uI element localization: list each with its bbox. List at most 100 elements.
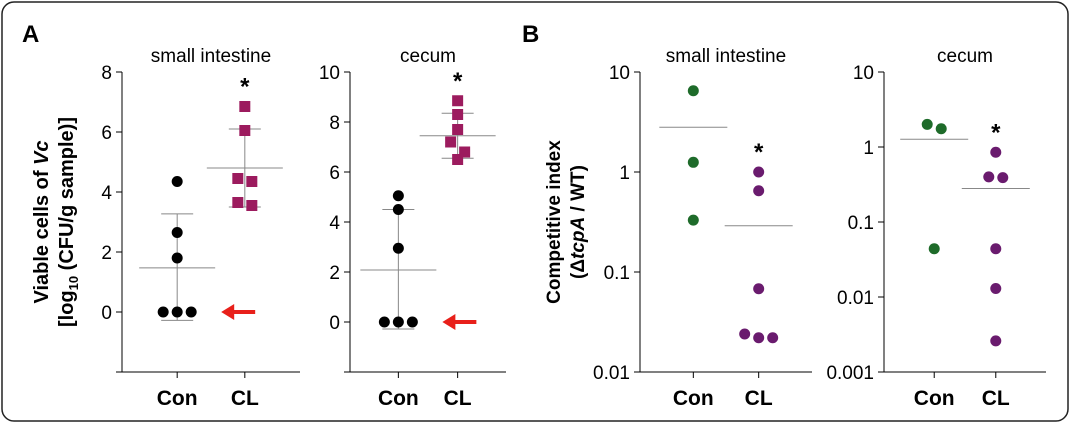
y-tick-label: 0 [101,303,112,324]
data-point [990,282,1002,294]
y-tick-label: 0.001 [826,363,874,384]
data-point [171,306,183,318]
data-point [171,252,183,264]
data-point [753,332,765,344]
panel-a-ylabel-line1: Viable cells of Vc [31,140,53,303]
data-point [239,101,251,112]
y-tick-label: 10 [853,63,874,84]
data-point [239,125,251,136]
data-point [767,332,779,344]
data-point [392,242,404,254]
data-point [921,118,933,130]
red-arrow-head [442,314,456,330]
chart-B1: small intestine 0.01 0.1 1 10 Con CL * [593,46,812,410]
data-point [983,171,995,183]
x-tick-label: CL [444,387,472,410]
data-point [452,124,464,135]
data-point [990,243,1002,255]
data-point [392,316,404,328]
chart-title: cecum [937,46,993,67]
ylabel-a2-sub: 10 [66,276,81,290]
data-point [445,136,457,148]
chart-title: small intestine [151,46,271,67]
data-point [459,146,471,158]
ylabel-a-prefix: Viable cells of [31,165,53,304]
y-tick-label: 1 [863,138,874,159]
data-point [935,123,947,135]
ylabel-a-italic: Vc [31,140,53,164]
x-tick-label: CL [231,387,259,410]
data-point [753,185,765,197]
chart-A2: cecum 0 2 4 6 8 10 Con CL * [319,46,506,410]
data-point [687,85,699,97]
data-point [990,146,1002,158]
y-tick-label: 2 [329,263,340,284]
panel-a-ylabel-line2: [log10 (CFU/g sample)] [56,117,81,327]
x-tick-label: Con [378,387,419,410]
data-point [452,109,464,120]
data-point [392,204,404,215]
data-point [232,173,244,184]
y-tick-label: 0.01 [593,363,630,384]
data-point [687,214,699,226]
ylabel-a2-suffix: (CFU/g sample)] [56,117,78,276]
significance-star: * [453,68,463,95]
chart-B2: cecum 0.001 0.01 0.1 1 10 Con CL * [826,46,1046,410]
y-tick-label: 8 [329,113,340,134]
data-point [171,227,183,238]
chart-A1: small intestine 0 2 4 6 8 Con CL * [101,46,300,410]
y-tick-label: 2 [101,243,112,264]
panel-b-ylabel: Competitive index (ΔtcpA / WT) [544,140,589,304]
data-point [378,316,390,328]
data-point [990,335,1002,347]
chart-title: cecum [400,46,456,67]
data-point [452,154,464,165]
y-tick-label: 4 [329,213,340,234]
y-tick-label: 0.01 [837,288,874,309]
y-tick-label: 6 [329,163,340,184]
data-point [452,95,464,107]
panel-label-a: A [22,21,39,48]
y-tick-label: 1 [619,163,630,184]
data-point [232,197,244,208]
panel-b-ylabel-line1: Competitive index [544,140,565,304]
panel-label-b: B [522,21,539,48]
y-tick-label: 10 [319,63,340,84]
data-point [406,316,418,328]
significance-star: * [754,139,764,166]
ylabel-a2-prefix: [log [56,290,78,327]
y-tick-label: 8 [101,63,112,84]
data-point [246,176,258,187]
red-arrow-head [221,304,235,320]
ylabel-b2-open: (Δ [568,259,589,279]
significance-star: * [240,74,250,101]
data-point [157,306,169,318]
data-point [171,176,183,187]
panel-a-ylabel: Viable cells of Vc [log10 (CFU/g sample)… [31,117,81,327]
x-tick-label: Con [157,387,198,410]
data-point [185,306,197,318]
panel-b-ylabel-line2: (ΔtcpA / WT) [568,165,589,279]
data-point [753,166,765,178]
significance-star: * [991,119,1001,146]
x-tick-label: Con [914,387,955,410]
data-point [997,172,1009,184]
y-tick-label: 6 [101,123,112,144]
y-tick-label: 4 [101,183,112,204]
x-tick-label: CL [745,387,773,410]
y-tick-label: 10 [609,63,630,84]
data-point [687,156,699,168]
x-tick-label: Con [673,387,714,410]
data-point [753,283,765,295]
data-point [739,328,751,340]
ylabel-b2-italic: tcpA [568,217,589,259]
y-tick-label: 0 [329,313,340,334]
y-tick-label: 0.1 [604,263,630,284]
data-point [246,200,258,211]
chart-title: small intestine [666,46,786,67]
x-tick-label: CL [982,387,1010,410]
data-point [392,190,404,202]
